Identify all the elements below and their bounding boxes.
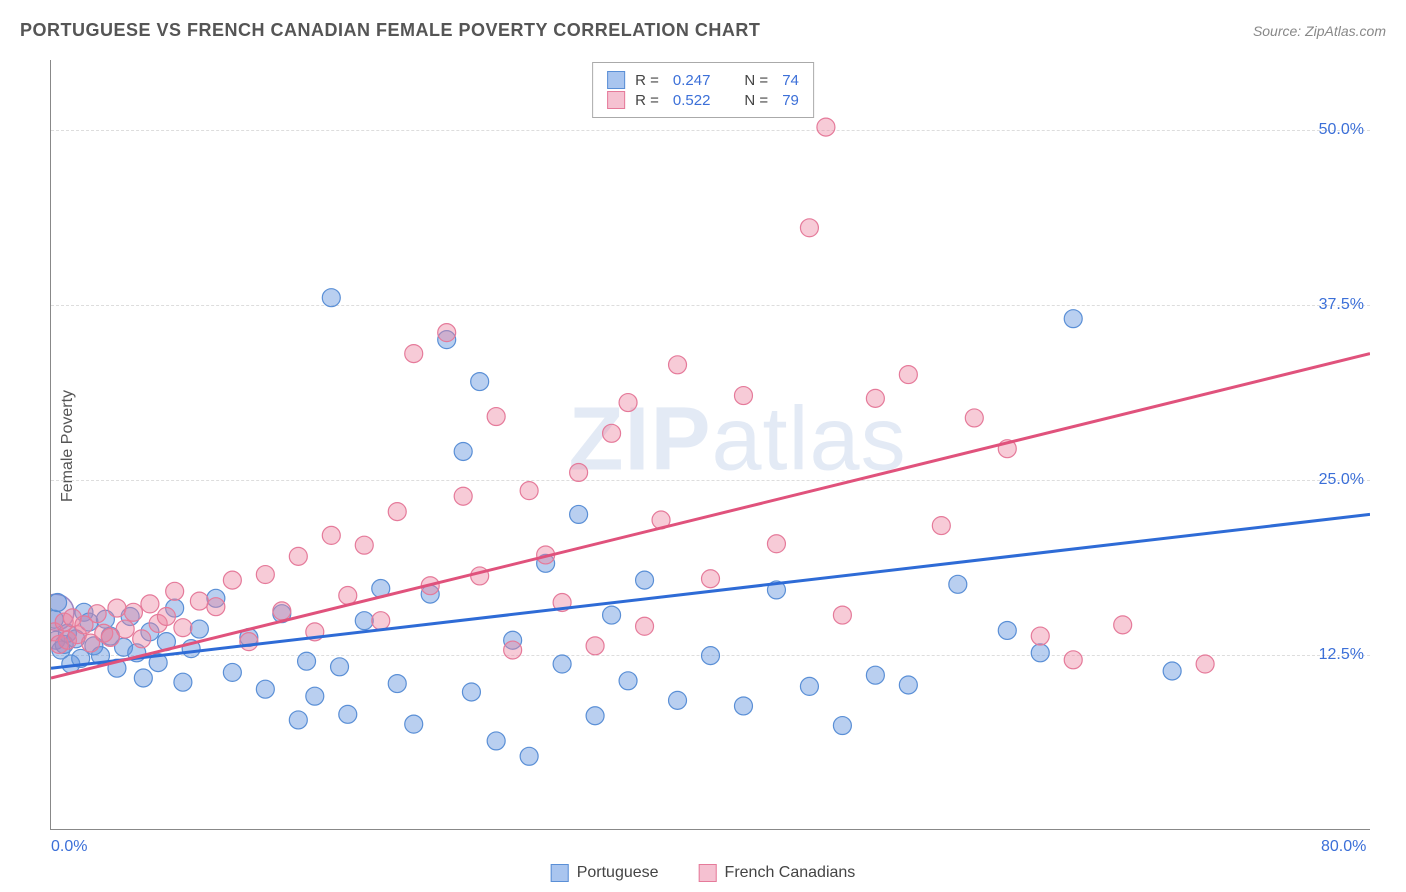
- swatch-portuguese: [607, 71, 625, 89]
- scatter-svg: [51, 60, 1370, 829]
- x-tick-label: 0.0%: [51, 838, 87, 856]
- legend: Portuguese French Canadians: [551, 864, 856, 882]
- legend-item-french: French Canadians: [699, 864, 856, 882]
- chart-plot-area: ZIPatlas 12.5%25.0%37.5%50.0%0.0%80.0%: [50, 60, 1370, 830]
- swatch-french: [607, 91, 625, 109]
- chart-source: Source: ZipAtlas.com: [1253, 23, 1386, 39]
- legend-item-portuguese: Portuguese: [551, 864, 659, 882]
- legend-swatch-french: [699, 864, 717, 882]
- chart-header: PORTUGUESE VS FRENCH CANADIAN FEMALE POV…: [20, 20, 1386, 41]
- corr-row-1: R = 0.247 N = 74: [607, 71, 799, 89]
- chart-title: PORTUGUESE VS FRENCH CANADIAN FEMALE POV…: [20, 20, 760, 41]
- legend-swatch-portuguese: [551, 864, 569, 882]
- correlation-box: R = 0.247 N = 74 R = 0.522 N = 79: [592, 62, 814, 118]
- corr-row-2: R = 0.522 N = 79: [607, 91, 799, 109]
- x-tick-label: 80.0%: [1321, 838, 1366, 856]
